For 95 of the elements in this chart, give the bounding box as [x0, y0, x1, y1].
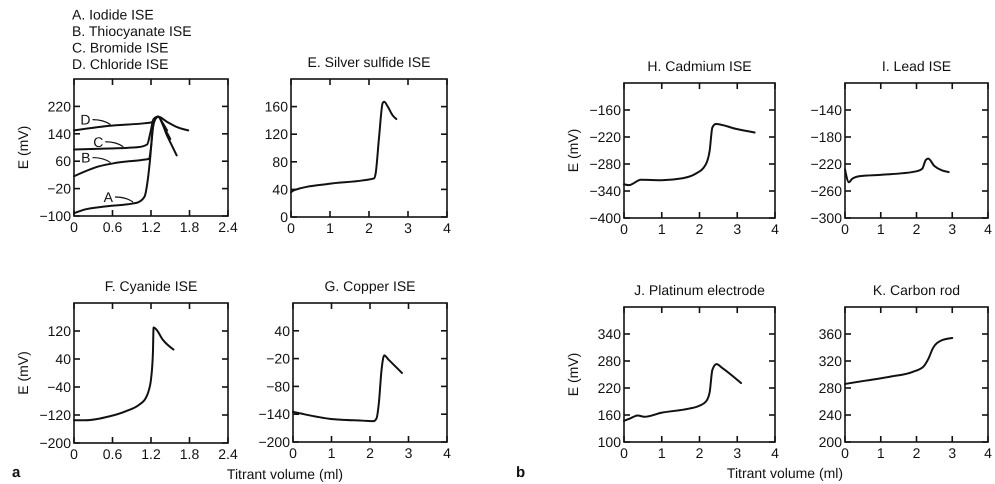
- x-tick-label: 3: [404, 445, 413, 461]
- x-tick-label: 2.4: [218, 446, 238, 462]
- x-tick-label: 2: [366, 445, 374, 461]
- y-tick-label: 140: [48, 126, 72, 142]
- y-tick-label: −200: [39, 435, 72, 451]
- text: C. Bromide ISE: [72, 40, 168, 56]
- y-tick-label: 340: [598, 326, 622, 342]
- y-tick-label: 220: [598, 380, 622, 396]
- text: A. Iodide ISE: [72, 6, 154, 22]
- x-tick-label: 4: [984, 445, 992, 461]
- x-tick-label: 1: [328, 445, 336, 461]
- y-tick-label: −160: [589, 102, 622, 118]
- y-tick-label: −100: [39, 208, 72, 224]
- x-tick-label: 2: [696, 221, 704, 237]
- chart-title: F. Cyanide ISE: [104, 278, 198, 294]
- y-tick-label: −400: [589, 210, 622, 226]
- x-tick-label: 3: [948, 221, 956, 237]
- x-tick-label: 1.2: [141, 219, 161, 235]
- y-tick-label: −180: [810, 129, 842, 145]
- y-tick-label: −40: [47, 379, 72, 395]
- y-tick-label: −80: [266, 378, 290, 394]
- y-tick-label: 40: [55, 351, 72, 367]
- y-tick-label: 40: [272, 181, 288, 198]
- y-tick-label: 280: [818, 380, 842, 396]
- x-tick-label: 1.8: [180, 219, 200, 235]
- chart-title: K. Carbon rod: [872, 282, 960, 298]
- x-tick-label: 1: [876, 221, 885, 237]
- y-tick-label: 120: [264, 126, 288, 142]
- x-tick-label: 2.4: [218, 219, 238, 235]
- y-axis-title: E (mV): [565, 352, 581, 396]
- x-tick-label: 1: [658, 445, 666, 461]
- y-axis-title: E (mV): [565, 128, 581, 172]
- y-tick-label: 320: [818, 353, 842, 369]
- y-tick-label: −220: [589, 129, 622, 145]
- y-tick-label: −20: [47, 180, 72, 197]
- y-tick-label: 200: [818, 434, 842, 450]
- y-tick-label: −340: [589, 183, 622, 199]
- x-tick-label: 2: [912, 221, 921, 237]
- x-tick-label: 1: [326, 220, 334, 236]
- y-tick-label: 240: [818, 407, 842, 423]
- x-tick-label: 2: [912, 445, 921, 461]
- y-tick-label: −140: [810, 102, 842, 118]
- y-axis-title: E (mV): [15, 351, 31, 395]
- chart-title: G. Copper ISE: [324, 278, 416, 294]
- legend-label: C: [93, 134, 104, 150]
- y-tick-label: −20: [266, 350, 290, 367]
- x-tick-label: 2: [365, 220, 374, 236]
- y-tick-label: 280: [598, 353, 622, 369]
- text: B. Thiocyanate ISE: [72, 23, 192, 39]
- y-tick-label: −200: [258, 434, 290, 450]
- y-axis-title: E (mV): [15, 126, 31, 170]
- y-tick-label: −280: [589, 156, 622, 172]
- x-tick-label: 4: [771, 221, 780, 237]
- x-tick-label: 1.8: [180, 446, 200, 462]
- x-axis-title: Titrant volume (ml): [226, 466, 344, 482]
- y-tick-label: 60: [55, 153, 72, 170]
- x-tick-label: 4: [443, 445, 452, 461]
- x-tick-label: 3: [948, 445, 956, 461]
- legend-label: D: [80, 112, 90, 128]
- x-tick-label: 1.2: [141, 446, 161, 462]
- x-tick-label: 4: [443, 220, 452, 236]
- x-tick-label: 0.6: [102, 219, 122, 235]
- x-tick-label: 1: [876, 445, 885, 461]
- x-tick-label: 0.6: [102, 446, 122, 462]
- legend-label: A: [104, 188, 114, 205]
- y-tick-label: −300: [810, 210, 842, 226]
- x-tick-label: 4: [771, 445, 780, 461]
- chart-title: H. Cadmium ISE: [647, 58, 752, 74]
- chart-title: I. Lead ISE: [882, 58, 952, 74]
- text: D. Chloride ISE: [72, 56, 168, 72]
- y-tick-label: −260: [810, 183, 842, 199]
- x-tick-label: 3: [733, 221, 742, 237]
- x-tick-label: 2: [696, 445, 704, 461]
- x-tick-label: 3: [404, 220, 412, 236]
- x-tick-label: 1: [658, 221, 666, 237]
- y-tick-label: 120: [48, 323, 72, 339]
- x-axis-title: Titrant volume (ml): [726, 465, 844, 481]
- legend-label: B: [81, 150, 90, 166]
- y-tick-label: 220: [48, 98, 72, 114]
- y-tick-label: 80: [272, 154, 288, 170]
- y-tick-label: −120: [39, 407, 72, 423]
- y-tick-label: 360: [818, 326, 842, 342]
- y-tick-label: 100: [598, 434, 622, 450]
- y-tick-label: 40: [274, 322, 290, 339]
- text: b: [516, 464, 526, 481]
- y-tick-label: 160: [598, 407, 622, 423]
- y-tick-label: −220: [810, 156, 842, 172]
- y-tick-label: 160: [264, 98, 288, 115]
- y-tick-label: 0: [280, 209, 288, 225]
- x-tick-label: 4: [984, 221, 992, 237]
- chart-title: E. Silver sulfide ISE: [308, 54, 430, 70]
- y-tick-label: −140: [258, 406, 290, 422]
- text: a: [12, 464, 21, 481]
- chart-title: J. Platinum electrode: [634, 282, 766, 298]
- x-tick-label: 3: [733, 445, 742, 461]
